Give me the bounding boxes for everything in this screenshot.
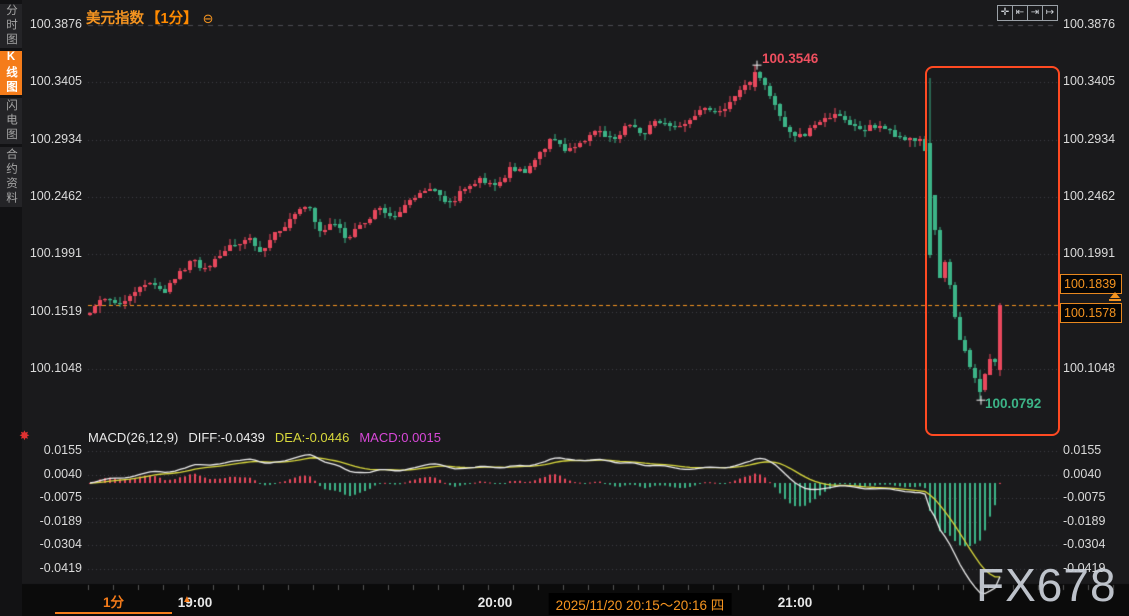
secondary-price-box: 100.1839 [1060, 274, 1122, 294]
price-axis-label-left: 100.1519 [29, 303, 82, 318]
macd-macd-value: MACD:0.0015 [359, 430, 441, 445]
time-axis-label: 19:00 [177, 595, 213, 610]
price-axis-label-right: 100.3876 [1063, 17, 1116, 31]
macd-diff-value: DIFF:-0.0439 [188, 430, 265, 445]
sidebar-item-contract-info[interactable]: 合约资料 [0, 147, 22, 207]
macd-axis-label-left: 0.0040 [43, 466, 82, 481]
macd-axis-label-left: -0.0075 [39, 490, 82, 505]
macd-dea-value: DEA:-0.0446 [274, 430, 350, 445]
timeframe-dropdown-arrow[interactable]: ▲ [182, 594, 192, 605]
price-anchor-icon [1107, 292, 1123, 303]
price-axis-label-right: 100.3405 [1063, 74, 1116, 89]
price-axis-label-left: 100.3405 [29, 74, 82, 89]
macd-axis-label-right: -0.0304 [1063, 537, 1106, 552]
price-axis-label-left: 100.3876 [29, 17, 82, 31]
scale-right-icon[interactable]: ⇥ [1027, 5, 1043, 21]
fx678-watermark: FX678 [976, 559, 1117, 611]
selected-time-range-readout: 2025/11/20 20:15～20:16 四 [548, 593, 732, 615]
macd-axis-label-right: -0.0189 [1063, 513, 1106, 528]
price-axis-label-left: 100.2934 [29, 131, 82, 146]
price-axis-label-right: 100.2934 [1063, 131, 1116, 146]
symbol-name: 美元指数 [86, 11, 144, 27]
session-low-label: 100.0792 [985, 396, 1042, 411]
macd-params-label: MACD(26,12,9) [88, 430, 179, 445]
last-price-box: 100.1578 [1060, 303, 1122, 323]
macd-axis-label-right: -0.0075 [1063, 490, 1106, 505]
scale-left-icon[interactable]: ⇤ [1012, 5, 1028, 21]
macd-header: MACD(26,12,9) DIFF:-0.0439 DEA:-0.0446 MACD… [88, 430, 451, 445]
session-high-label: 100.3546 [762, 51, 819, 66]
sidebar: 分时图 K线图 闪电图 合约资料 [0, 0, 22, 616]
price-axis-label-right: 100.1048 [1063, 361, 1116, 376]
price-axis-label-right: 100.2462 [1063, 189, 1116, 204]
price-axis-label-right: 100.1991 [1063, 246, 1116, 261]
timeframe-tab-underline [55, 612, 172, 614]
price-axis-label-left: 100.1048 [29, 361, 82, 376]
time-axis-label: 21:00 [777, 595, 813, 610]
macd-axis-label-right: 0.0155 [1063, 443, 1102, 458]
timeframe-badge: 【1分】 [146, 11, 198, 27]
macd-axis-label-left: -0.0304 [39, 537, 82, 552]
macd-axis-label-left: -0.0419 [39, 560, 82, 575]
macd-axis-label-left: -0.0189 [39, 513, 82, 528]
crosshair-icon[interactable]: ✛ [997, 5, 1013, 21]
collapse-indicator-icon[interactable]: ⊖ [202, 11, 214, 26]
macd-axis-label-right: -0.0419 [1063, 560, 1106, 575]
price-axis-label-left: 100.2462 [29, 189, 82, 204]
sidebar-item-timeline-chart[interactable]: 分时图 [0, 4, 22, 48]
sidebar-item-flash-chart[interactable]: 闪电图 [0, 98, 22, 144]
pan-right-icon[interactable]: ↦ [1042, 5, 1058, 21]
sidebar-item-kline-chart[interactable]: K线图 [0, 51, 22, 95]
time-axis-label: 20:00 [477, 595, 513, 610]
macd-axis-label-left: 0.0155 [43, 443, 82, 458]
timeframe-tab-1min[interactable]: 1分 [102, 595, 124, 610]
indicator-settings-icon[interactable]: ✸ [19, 428, 30, 443]
price-axis-label-left: 100.1991 [29, 246, 82, 261]
chart-title: 美元指数 【1分】 ⊖ [86, 7, 213, 28]
macd-axis-label-right: 0.0040 [1063, 466, 1102, 481]
